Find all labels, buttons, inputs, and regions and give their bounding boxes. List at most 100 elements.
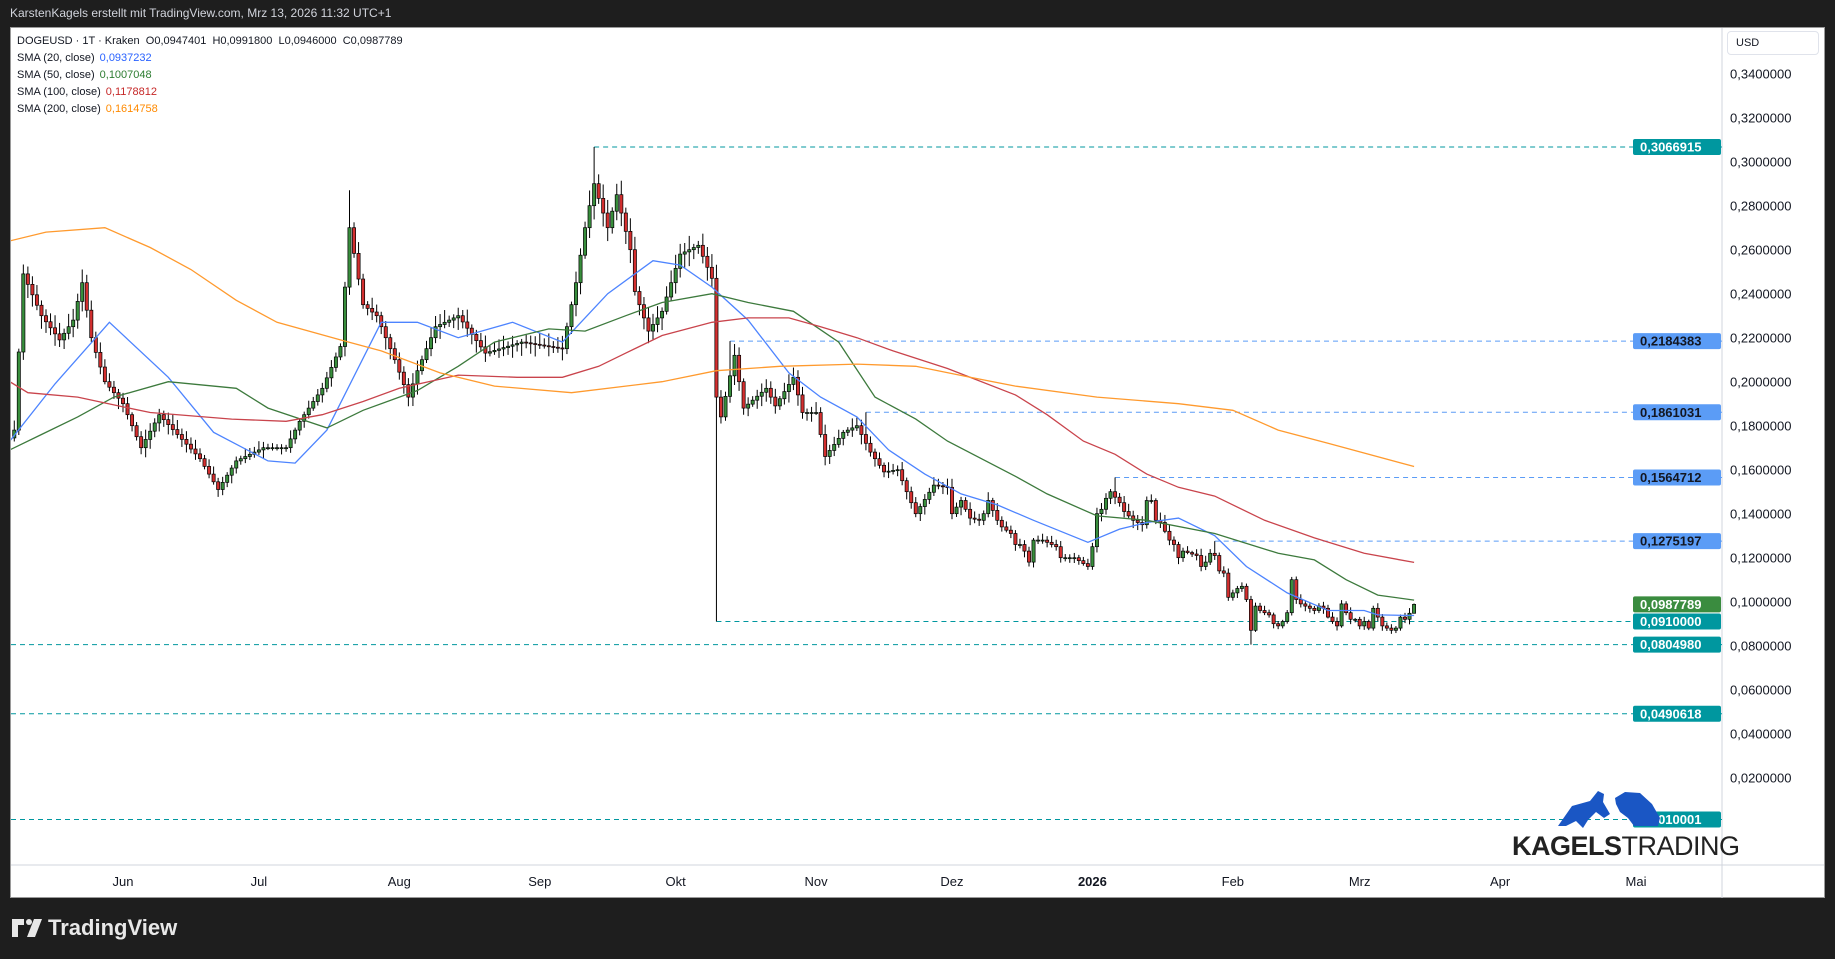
candle[interactable] (21, 264, 26, 360)
candle[interactable] (519, 338, 524, 356)
candle[interactable] (1076, 554, 1081, 565)
candle[interactable] (1335, 617, 1339, 631)
candle[interactable] (324, 371, 329, 393)
candle[interactable] (972, 511, 977, 524)
candle[interactable] (1380, 614, 1385, 631)
candle[interactable] (814, 402, 819, 415)
candle[interactable] (891, 463, 896, 475)
level-price-label[interactable]: 0,2184383 (1633, 333, 1721, 350)
candle[interactable] (1194, 549, 1199, 561)
candle[interactable] (669, 270, 674, 302)
candle[interactable] (1153, 498, 1158, 525)
candle[interactable] (53, 315, 58, 346)
candle[interactable] (1072, 552, 1077, 563)
candle[interactable] (981, 510, 986, 526)
candle[interactable] (288, 430, 293, 453)
candle[interactable] (216, 477, 221, 497)
candle[interactable] (370, 297, 375, 321)
candle[interactable] (1303, 600, 1308, 612)
candle[interactable] (628, 218, 633, 264)
candle[interactable] (1326, 604, 1330, 619)
candle[interactable] (102, 359, 107, 385)
candle[interactable] (1412, 603, 1416, 614)
candle[interactable] (311, 396, 316, 411)
candle[interactable] (152, 418, 157, 438)
candle[interactable] (574, 271, 578, 317)
candle[interactable] (755, 389, 760, 409)
candle[interactable] (329, 360, 334, 387)
candle[interactable] (39, 300, 44, 329)
candle[interactable] (229, 465, 234, 484)
candle[interactable] (1135, 514, 1140, 531)
candle[interactable] (623, 207, 628, 244)
candle[interactable] (30, 276, 35, 307)
candle[interactable] (1403, 612, 1407, 624)
candle[interactable] (225, 472, 230, 488)
candle[interactable] (900, 462, 905, 486)
candle[interactable] (1285, 609, 1290, 624)
candle[interactable] (1258, 602, 1262, 614)
candle[interactable] (1167, 524, 1172, 546)
candle[interactable] (320, 382, 325, 403)
candle[interactable] (904, 477, 909, 500)
candle[interactable] (1262, 605, 1267, 616)
candle[interactable] (333, 352, 338, 372)
candle[interactable] (1022, 540, 1027, 558)
candle[interactable] (641, 297, 646, 330)
candle[interactable] (786, 374, 791, 403)
candle[interactable] (506, 341, 511, 355)
candle[interactable] (207, 459, 212, 479)
candle[interactable] (202, 454, 207, 470)
candle[interactable] (977, 513, 982, 526)
candle[interactable] (1004, 521, 1009, 533)
candle[interactable] (605, 199, 610, 242)
candle[interactable] (560, 335, 565, 361)
candle[interactable] (1230, 589, 1235, 601)
candle[interactable] (352, 222, 356, 258)
level-price-label[interactable]: 0,1564712 (1633, 469, 1721, 486)
candle[interactable] (211, 466, 216, 485)
candle[interactable] (1199, 548, 1204, 572)
candle[interactable] (107, 373, 112, 392)
candle[interactable] (361, 273, 366, 309)
candle[interactable] (950, 478, 954, 520)
candle[interactable] (922, 494, 927, 515)
candle[interactable] (365, 301, 370, 316)
candle[interactable] (130, 412, 135, 432)
candle[interactable] (963, 497, 968, 512)
candle[interactable] (895, 465, 900, 477)
candle[interactable] (1108, 488, 1113, 505)
candle[interactable] (868, 436, 873, 457)
candle[interactable] (664, 286, 669, 315)
candle[interactable] (456, 307, 461, 330)
candle[interactable] (954, 502, 959, 517)
candle[interactable] (1221, 566, 1226, 578)
candle[interactable] (655, 306, 660, 333)
candle[interactable] (768, 381, 773, 404)
candle[interactable] (995, 503, 1000, 525)
candle[interactable] (542, 338, 547, 349)
candle[interactable] (383, 320, 388, 350)
candle[interactable] (1375, 603, 1380, 622)
candle[interactable] (823, 424, 828, 466)
candle[interactable] (442, 310, 447, 329)
candle[interactable] (1126, 503, 1131, 518)
candle[interactable] (673, 254, 678, 294)
level-price-label[interactable]: 0,3066915 (1633, 138, 1721, 155)
candle[interactable] (1217, 552, 1222, 574)
candle[interactable] (990, 497, 995, 517)
candle[interactable] (1212, 541, 1217, 560)
candle[interactable] (266, 443, 270, 451)
candle[interactable] (723, 391, 728, 421)
candle[interactable] (809, 406, 814, 422)
candle[interactable] (827, 444, 832, 464)
candle[interactable] (1249, 595, 1253, 645)
legend-sma-50[interactable]: SMA (50, close) 0,1007048 (17, 67, 403, 84)
candle[interactable] (1330, 612, 1335, 624)
candle[interactable] (401, 366, 406, 394)
candle[interactable] (968, 502, 973, 526)
candle[interactable] (347, 190, 352, 295)
candle[interactable] (1239, 582, 1244, 592)
candle[interactable] (877, 452, 882, 469)
candle[interactable] (261, 441, 266, 459)
